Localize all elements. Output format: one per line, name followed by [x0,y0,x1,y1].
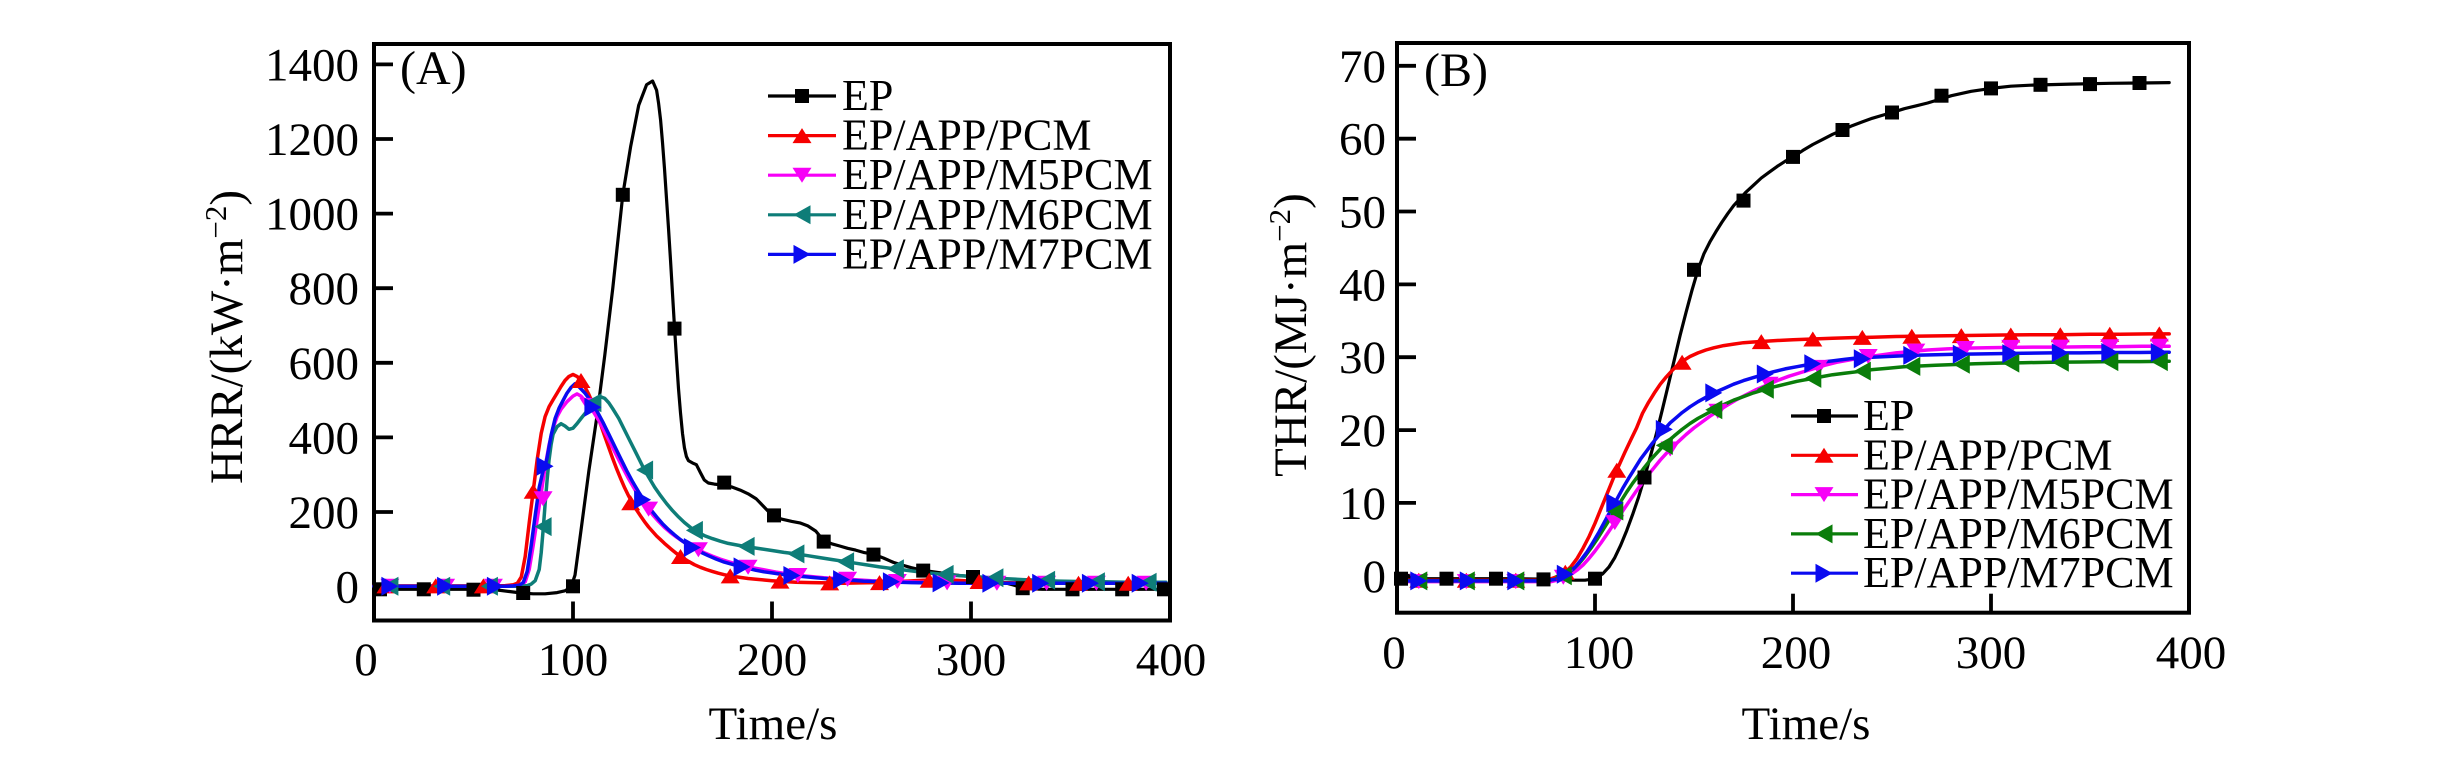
svg-text:EP/APP/M7PCM: EP/APP/M7PCM [1863,548,2174,597]
svg-text:400: 400 [1136,634,1207,686]
svg-text:300: 300 [1956,627,2027,679]
svg-text:60: 60 [1339,114,1386,166]
svg-text:70: 70 [1339,41,1386,93]
svg-text:400: 400 [2156,627,2227,679]
svg-text:200: 200 [1761,627,1832,679]
svg-text:100: 100 [1564,627,1635,679]
svg-text:600: 600 [289,338,360,390]
svg-text:EP: EP [1863,391,1914,440]
svg-text:20: 20 [1339,405,1386,457]
svg-text:EP/APP/PCM: EP/APP/PCM [842,111,1091,160]
svg-text:1400: 1400 [265,39,359,91]
svg-text:Time/s: Time/s [709,698,838,750]
svg-text:1000: 1000 [265,189,359,241]
svg-text:40: 40 [1339,259,1386,311]
svg-text:EP/APP/M5PCM: EP/APP/M5PCM [842,150,1153,199]
svg-text:EP/APP/M7PCM: EP/APP/M7PCM [842,229,1153,278]
svg-text:0: 0 [336,561,360,613]
svg-text:EP/APP/M6PCM: EP/APP/M6PCM [842,190,1153,239]
svg-text:800: 800 [289,263,360,315]
svg-text:0: 0 [1382,627,1406,679]
svg-text:Time/s: Time/s [1742,698,1871,750]
svg-text:HRR/(kW·m−2): HRR/(kW·m−2) [198,190,253,484]
svg-text:200: 200 [737,634,808,686]
svg-text:(B): (B) [1424,44,1488,97]
svg-text:50: 50 [1339,187,1386,239]
svg-text:1200: 1200 [265,114,359,166]
svg-text:(A): (A) [400,42,467,95]
svg-text:300: 300 [936,634,1007,686]
svg-text:30: 30 [1339,332,1386,384]
svg-text:EP: EP [842,71,893,120]
svg-text:200: 200 [289,487,360,539]
svg-text:0: 0 [1363,551,1387,603]
svg-text:100: 100 [538,634,609,686]
svg-text:EP/APP/PCM: EP/APP/PCM [1863,430,2112,479]
svg-text:10: 10 [1339,478,1386,530]
svg-text:EP/APP/M6PCM: EP/APP/M6PCM [1863,509,2174,558]
svg-text:EP/APP/M5PCM: EP/APP/M5PCM [1863,470,2174,519]
svg-text:0: 0 [354,634,378,686]
svg-text:400: 400 [289,412,360,464]
